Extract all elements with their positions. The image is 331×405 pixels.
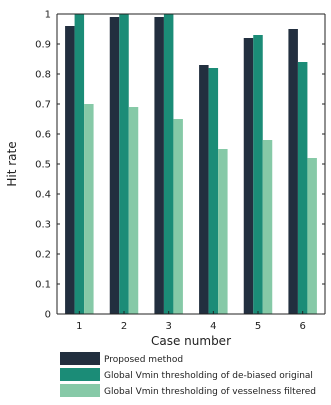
y-axis-label: Hit rate	[5, 141, 19, 186]
legend: Proposed method Global Vmin thresholding …	[60, 352, 316, 397]
y-tick-label: 0.1	[35, 280, 51, 291]
y-tick-label: 0.5	[35, 160, 51, 171]
y-tick-label: 1	[45, 10, 51, 21]
x-tick-label-4: 4	[210, 321, 216, 332]
x-tick-label-1: 1	[76, 321, 82, 332]
x-tick-label-2: 2	[121, 321, 127, 332]
bar-s3-case-6	[307, 158, 317, 314]
axes-layer	[56, 13, 326, 315]
bar-s3-case-3	[173, 119, 183, 314]
legend-swatch-1	[60, 352, 100, 365]
x-tick-labels: 1 2 3 4 5 6	[76, 321, 306, 332]
bar-s1-case-1	[65, 26, 75, 314]
x-tick-label-3: 3	[165, 321, 171, 332]
y-tick-label: 0.3	[35, 220, 51, 231]
bar-s3-case-4	[218, 149, 228, 314]
y-tick-labels: 0 0.1 0.2 0.3 0.4 0.5 0.6 0.7 0.8 0.9 1	[35, 10, 51, 321]
y-tick-label: 0.6	[35, 130, 51, 141]
bar-s2-case-6	[297, 62, 308, 314]
x-tick-label-6: 6	[299, 321, 305, 332]
bar-s3-case-5	[262, 140, 273, 314]
bar-s3-case-2	[128, 107, 139, 314]
y-tick-label: 0.4	[35, 190, 51, 201]
bars-layer	[65, 14, 317, 314]
bar-s1-case-2	[109, 17, 120, 314]
bar-s2-case-3	[163, 14, 174, 314]
legend-label-2: Global Vmin thresholding of de-biased or…	[104, 371, 313, 381]
y-tick-label: 0.2	[35, 250, 51, 261]
y-tick-label: 0.8	[35, 70, 51, 81]
bar-s1-case-3	[154, 17, 164, 314]
bar-s1-case-6	[288, 29, 298, 314]
bar-s1-case-4	[199, 65, 209, 314]
legend-swatch-3	[60, 384, 100, 397]
bar-s2-case-4	[208, 68, 219, 314]
y-tick-label: 0.9	[35, 40, 51, 51]
x-axis-label: Case number	[151, 334, 231, 348]
bar-s2-case-1	[74, 14, 85, 314]
bar-s1-case-5	[243, 38, 254, 314]
legend-label-3: Global Vmin thresholding of vesselness f…	[104, 387, 316, 397]
legend-swatch-2	[60, 368, 100, 381]
legend-label-1: Proposed method	[104, 355, 183, 365]
bar-s2-case-2	[119, 14, 129, 314]
bar-s2-case-5	[253, 35, 263, 314]
y-tick-label: 0	[45, 310, 51, 321]
x-tick-label-5: 5	[255, 321, 261, 332]
bar-s3-case-1	[84, 104, 94, 314]
y-tick-label: 0.7	[35, 100, 51, 111]
